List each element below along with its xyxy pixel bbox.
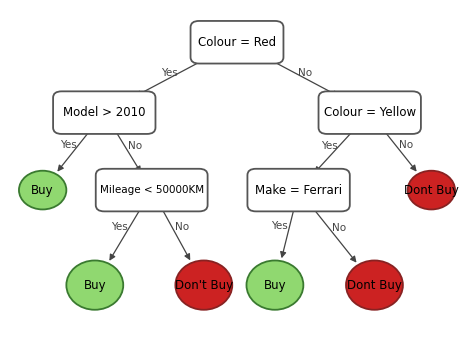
Text: Mileage < 50000KM: Mileage < 50000KM [100,185,204,195]
Ellipse shape [246,260,303,310]
Text: No: No [332,223,346,233]
Text: Model > 2010: Model > 2010 [63,106,146,119]
Text: Buy: Buy [31,184,54,196]
FancyBboxPatch shape [191,21,283,63]
Ellipse shape [408,171,455,209]
Text: Yes: Yes [161,68,178,77]
Text: Buy: Buy [264,279,286,291]
Text: No: No [175,222,190,232]
Text: Colour = Red: Colour = Red [198,36,276,49]
Text: No: No [298,68,312,77]
Text: Dont Buy: Dont Buy [404,184,459,196]
Text: Buy: Buy [83,279,106,291]
Ellipse shape [66,260,123,310]
FancyBboxPatch shape [319,91,421,134]
Text: Yes: Yes [60,140,76,150]
FancyBboxPatch shape [53,91,155,134]
Text: Yes: Yes [320,141,337,151]
Text: Yes: Yes [271,221,288,231]
Text: No: No [399,140,413,150]
Text: Dont Buy: Dont Buy [347,279,402,291]
FancyBboxPatch shape [247,169,350,211]
FancyBboxPatch shape [96,169,208,211]
Text: No: No [128,141,142,151]
Ellipse shape [19,171,66,209]
Text: Make = Ferrari: Make = Ferrari [255,184,342,196]
Text: Don't Buy: Don't Buy [175,279,233,291]
Text: Yes: Yes [111,222,128,232]
Ellipse shape [175,260,232,310]
Ellipse shape [346,260,403,310]
Text: Colour = Yellow: Colour = Yellow [324,106,416,119]
